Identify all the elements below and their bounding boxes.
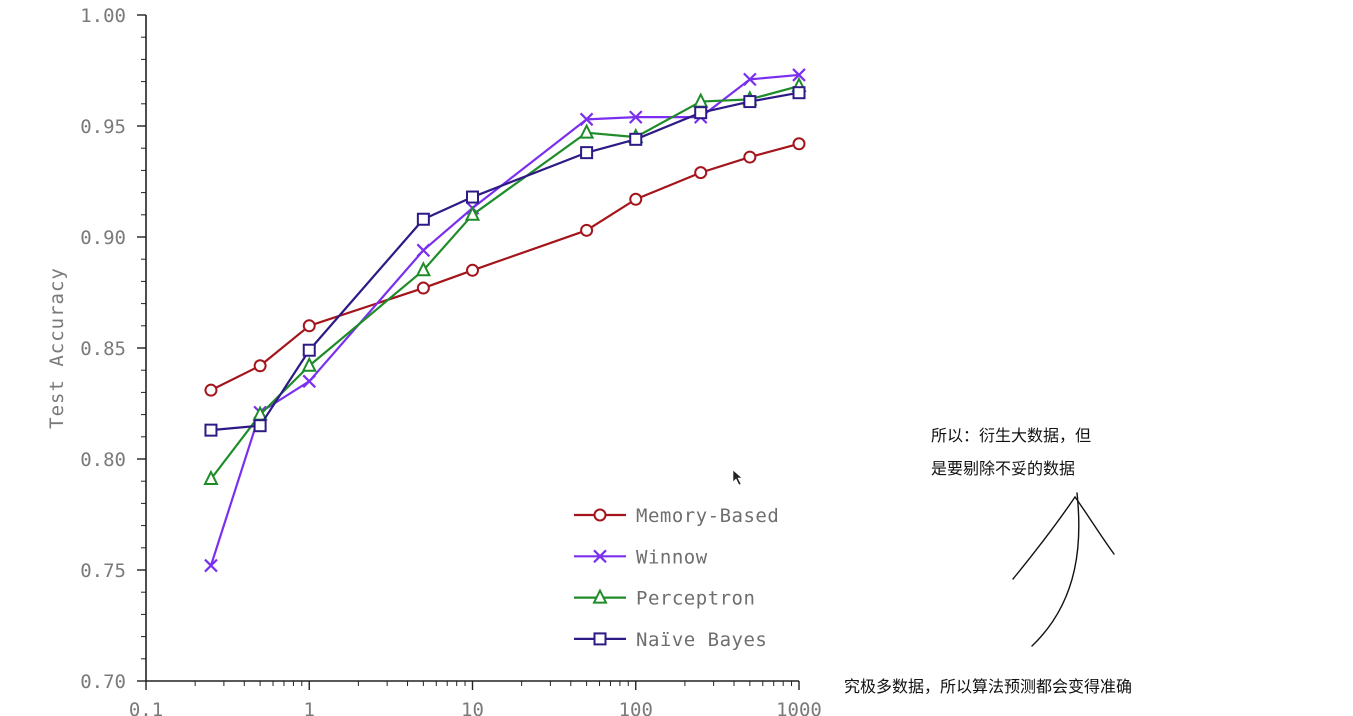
data-point — [466, 190, 479, 204]
data-point — [302, 343, 316, 357]
y-tick-label: 0.70 — [80, 671, 126, 693]
axes: 0.70 0.75 0.80 0.85 0.90 0.95 1.00 0.1 1 10 100 100… — [80, 5, 822, 716]
data-point — [792, 68, 806, 82]
legend: Memory-Based Winnow Perceptron Naïve Bayes — [574, 505, 779, 651]
x-tick-label: 0.1 — [129, 699, 163, 716]
data-point — [629, 192, 643, 206]
y-tick-label: 0.95 — [80, 116, 126, 138]
data-point — [204, 558, 218, 573]
data-point — [580, 146, 594, 160]
series-line — [210, 142, 800, 392]
hand-drawn-arrow — [1012, 492, 1115, 647]
y-tick-label: 1.00 — [80, 5, 126, 27]
x-tick-label: 100 — [619, 699, 653, 716]
legend-label: Memory-Based — [636, 505, 779, 527]
y-axis-title: Test Accuracy — [46, 267, 68, 429]
series-layer — [203, 68, 807, 573]
data-point — [416, 212, 430, 226]
data-point — [253, 359, 267, 373]
series-perceptron — [203, 76, 807, 485]
data-point — [466, 263, 479, 277]
legend-label: Perceptron — [636, 588, 755, 610]
annotation-note-bottom: 究极多数据，所以算法预测都会变得准确 — [844, 677, 1133, 696]
legend-entry: Winnow — [574, 546, 708, 568]
legend-marker — [592, 588, 608, 604]
series-winnow — [204, 68, 806, 573]
mouse-cursor-icon — [732, 469, 743, 486]
data-point — [464, 205, 481, 221]
data-point — [580, 223, 594, 237]
series-line — [210, 91, 800, 432]
data-point — [629, 132, 643, 146]
y-tick-label: 0.90 — [80, 227, 126, 249]
legend-entry: Perceptron — [574, 588, 755, 610]
data-point — [415, 261, 431, 277]
annotation-note-line1: 所以：衍生大数据，但 — [931, 426, 1092, 445]
data-point — [743, 95, 757, 109]
y-tick-label: 0.80 — [80, 449, 126, 471]
series-na-ve-bayes — [204, 86, 806, 437]
legend-entry: Memory-Based — [574, 505, 779, 527]
data-point — [694, 106, 708, 120]
data-point — [253, 419, 267, 433]
data-point — [302, 374, 317, 389]
data-point — [204, 423, 218, 437]
data-point — [579, 112, 594, 127]
series-line — [210, 84, 800, 480]
y-tick-label: 0.85 — [80, 338, 126, 360]
data-point — [302, 319, 316, 333]
x-tick-label: 10 — [461, 699, 484, 716]
legend-label: Naïve Bayes — [636, 629, 767, 651]
data-point — [694, 166, 708, 180]
legend-label: Winnow — [636, 546, 708, 568]
data-point — [578, 123, 595, 139]
data-point — [743, 150, 757, 164]
annotation-note-line2: 是要剔除不妥的数据 — [931, 459, 1076, 478]
data-point — [628, 110, 643, 124]
series-memory-based — [204, 137, 806, 397]
legend-marker — [593, 549, 607, 564]
data-point — [301, 356, 317, 372]
data-point — [416, 281, 430, 295]
x-tick-label: 1 — [304, 699, 315, 716]
series-line — [209, 73, 800, 566]
data-point — [203, 469, 219, 485]
data-point — [416, 243, 431, 258]
y-tick-label: 0.75 — [80, 560, 126, 582]
data-point — [204, 383, 218, 397]
data-point — [792, 86, 806, 100]
legend-marker — [593, 508, 607, 522]
data-point — [743, 72, 757, 87]
x-tick-label: 1000 — [776, 699, 822, 716]
legend-entry: Naïve Bayes — [574, 629, 767, 651]
legend-marker — [593, 632, 607, 646]
data-point — [792, 137, 806, 151]
